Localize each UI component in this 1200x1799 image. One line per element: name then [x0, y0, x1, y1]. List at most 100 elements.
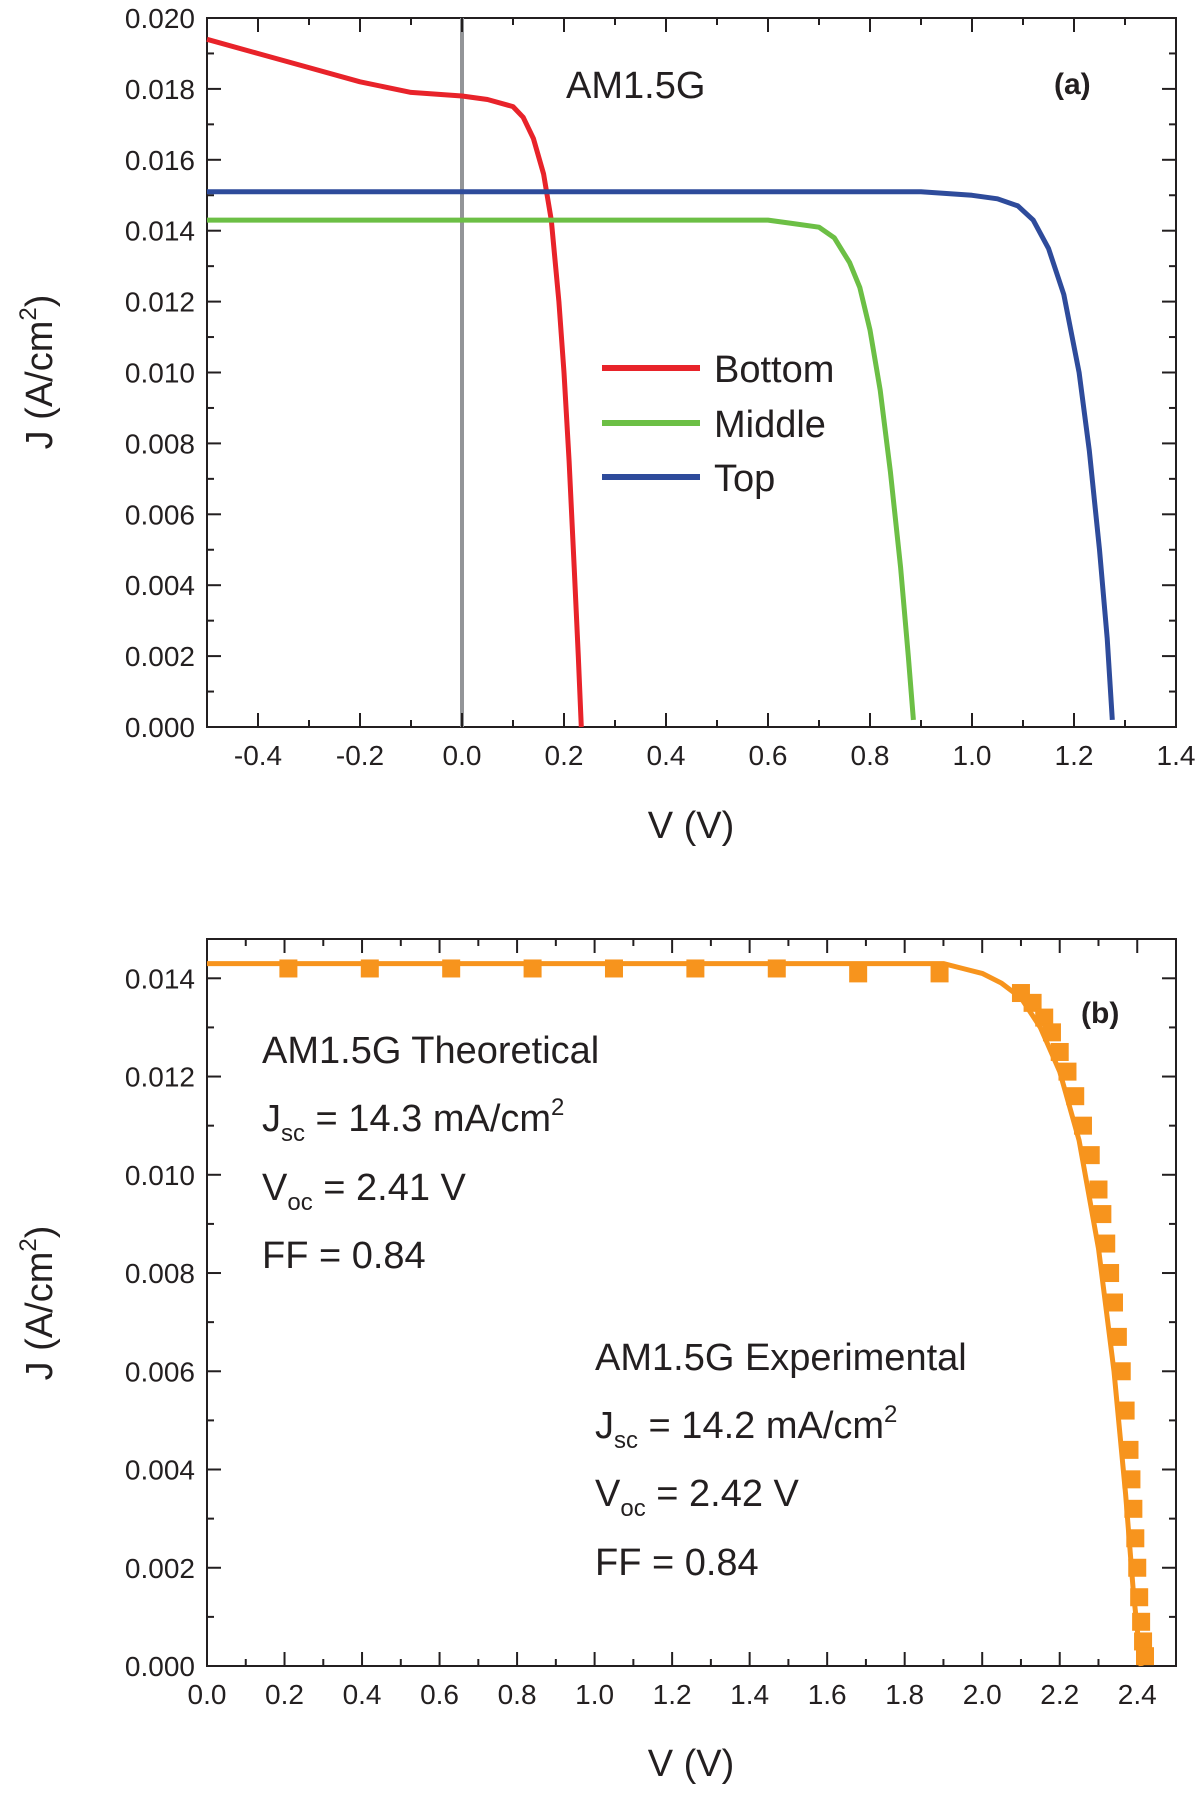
- y-tick-label: 0.008: [125, 428, 195, 459]
- theoretical-jsc: Jsc = 14.3 mA/cm2: [262, 1094, 564, 1147]
- x-tick-label: 0.6: [420, 1679, 459, 1710]
- theoretical-title: AM1.5G Theoretical: [262, 1030, 599, 1072]
- experimental-marker: [1035, 1008, 1054, 1027]
- experimental-marker: [1132, 1612, 1151, 1631]
- experimental-marker: [849, 964, 868, 983]
- y-tick-label: 0.012: [125, 287, 195, 318]
- theoretical-jsc-sub: sc: [281, 1120, 305, 1147]
- x-tick-label: 2.4: [1118, 1679, 1157, 1710]
- panel-b-y-axis-title: J (A/cm2): [15, 1226, 61, 1381]
- y-tick-label: 0.004: [125, 1455, 195, 1486]
- panel-b: 0.0 0.2 0.4 0.6 0.8 1.0 1.2 1.4 1.6 1.8 2.0 2.2 2.4 0…: [15, 938, 1177, 1785]
- panel-a: -0.4 -0.2 0.0 0.2 0.4 0.6 0.8 1.0 1.2 1.4 0.000 0.0…: [15, 3, 1195, 847]
- experimental-marker: [767, 959, 786, 978]
- theoretical-voc: Voc = 2.41 V: [262, 1167, 467, 1216]
- x-tick-label: -0.4: [234, 740, 282, 771]
- experimental-marker: [1134, 1632, 1153, 1651]
- theoretical-voc-symbol: V: [262, 1167, 288, 1209]
- x-tick-label: 1.0: [575, 1679, 614, 1710]
- theoretical-annotation: AM1.5G Theoretical Jsc = 14.3 mA/cm2 Voc…: [262, 1030, 599, 1277]
- theoretical-jsc-value: = 14.3 mA/cm: [305, 1098, 551, 1140]
- experimental-title: AM1.5G Experimental: [595, 1337, 967, 1379]
- experimental-jsc-sup: 2: [884, 1401, 897, 1428]
- panel-a-y-title-end: ): [19, 295, 61, 308]
- experimental-jsc-sub: sc: [614, 1427, 638, 1454]
- y-tick-label: 0.014: [125, 216, 195, 247]
- experimental-marker: [1120, 1440, 1139, 1459]
- experimental-marker: [1104, 1293, 1123, 1312]
- y-tick-label: 0.004: [125, 570, 195, 601]
- y-tick-label: 0.012: [125, 1062, 195, 1093]
- experimental-marker: [1042, 1023, 1061, 1042]
- x-tick-label: 0.2: [265, 1679, 304, 1710]
- y-tick-label: 0.000: [125, 1651, 195, 1682]
- panel-a-frame: [206, 17, 1177, 728]
- x-tick-label: 2.0: [963, 1679, 1002, 1710]
- experimental-marker: [1135, 1647, 1154, 1666]
- x-tick-label: 0.0: [443, 740, 482, 771]
- experimental-marker: [686, 959, 705, 978]
- experimental-marker: [1101, 1264, 1120, 1283]
- experimental-voc-symbol: V: [595, 1473, 621, 1515]
- experimental-marker: [1073, 1116, 1092, 1135]
- y-tick-label: 0.010: [125, 358, 195, 389]
- x-tick-label: -0.2: [336, 740, 384, 771]
- panel-b-curves: [207, 959, 1154, 1667]
- experimental-marker: [1081, 1146, 1100, 1165]
- experimental-marker: [930, 964, 949, 983]
- panel-a-legend: Bottom Middle Top: [602, 349, 834, 500]
- y-tick-label: 0.006: [125, 1356, 195, 1387]
- experimental-jsc-symbol: J: [595, 1405, 614, 1447]
- x-tick-label: 0.0: [188, 1679, 227, 1710]
- experimental-marker: [1093, 1205, 1112, 1224]
- panel-a-ticks: -0.4 -0.2 0.0 0.2 0.4 0.6 0.8 1.0 1.2 1.4 0.000 0.0…: [125, 3, 1196, 771]
- theoretical-jsc-symbol: J: [262, 1098, 281, 1140]
- experimental-marker: [1130, 1588, 1149, 1607]
- panel-b-ticks: 0.0 0.2 0.4 0.6 0.8 1.0 1.2 1.4 1.6 1.8 2.0 2.2 2.4 0…: [125, 939, 1176, 1710]
- experimental-marker: [1058, 1062, 1077, 1081]
- y-tick-label: 0.006: [125, 499, 195, 530]
- x-tick-label: 0.8: [851, 740, 890, 771]
- experimental-marker: [1066, 1087, 1085, 1106]
- theoretical-ff: FF = 0.84: [262, 1235, 426, 1277]
- legend-label-bottom: Bottom: [714, 349, 834, 391]
- experimental-voc: Voc = 2.42 V: [595, 1473, 800, 1522]
- y-tick-label: 0.014: [125, 963, 195, 994]
- panel-a-y-title-sup: 2: [15, 307, 42, 320]
- experimental-jsc-value: = 14.2 mA/cm: [638, 1405, 884, 1447]
- panel-a-x-axis-title: V (V): [648, 805, 735, 847]
- experimental-jsc: Jsc = 14.2 mA/cm2: [595, 1401, 897, 1454]
- experimental-voc-sub: oc: [620, 1495, 645, 1522]
- experimental-marker: [1108, 1327, 1127, 1346]
- x-tick-label: 0.8: [498, 1679, 537, 1710]
- x-tick-label: 2.2: [1040, 1679, 1079, 1710]
- x-tick-label: 1.4: [730, 1679, 769, 1710]
- panel-b-label: (b): [1081, 997, 1119, 1030]
- y-tick-label: 0.002: [125, 641, 195, 672]
- panel-b-y-title-end: ): [19, 1226, 61, 1239]
- x-tick-label: 1.2: [1055, 740, 1094, 771]
- series-line-top: [207, 189, 1115, 721]
- experimental-voc-value: = 2.42 V: [646, 1473, 800, 1515]
- experimental-marker: [604, 959, 623, 978]
- x-tick-label: 1.8: [885, 1679, 924, 1710]
- series-line-middle: [207, 217, 916, 721]
- x-tick-label: 1.0: [953, 740, 992, 771]
- x-tick-label: 1.4: [1157, 740, 1196, 771]
- experimental-ff: FF = 0.84: [595, 1542, 759, 1584]
- experimental-marker: [1128, 1558, 1147, 1577]
- theoretical-voc-value: = 2.41 V: [313, 1167, 467, 1209]
- x-tick-label: 1.6: [808, 1679, 847, 1710]
- y-tick-label: 0.002: [125, 1553, 195, 1584]
- experimental-marker: [1089, 1180, 1108, 1199]
- experimental-marker: [360, 959, 379, 978]
- experimental-marker: [1126, 1529, 1145, 1548]
- experimental-marker: [1116, 1401, 1135, 1420]
- legend-label-top: Top: [714, 458, 775, 500]
- experimental-marker: [1122, 1470, 1141, 1489]
- experimental-marker: [279, 959, 298, 978]
- experimental-marker: [1097, 1234, 1116, 1253]
- y-tick-label: 0.000: [125, 712, 195, 743]
- x-tick-label: 0.6: [749, 740, 788, 771]
